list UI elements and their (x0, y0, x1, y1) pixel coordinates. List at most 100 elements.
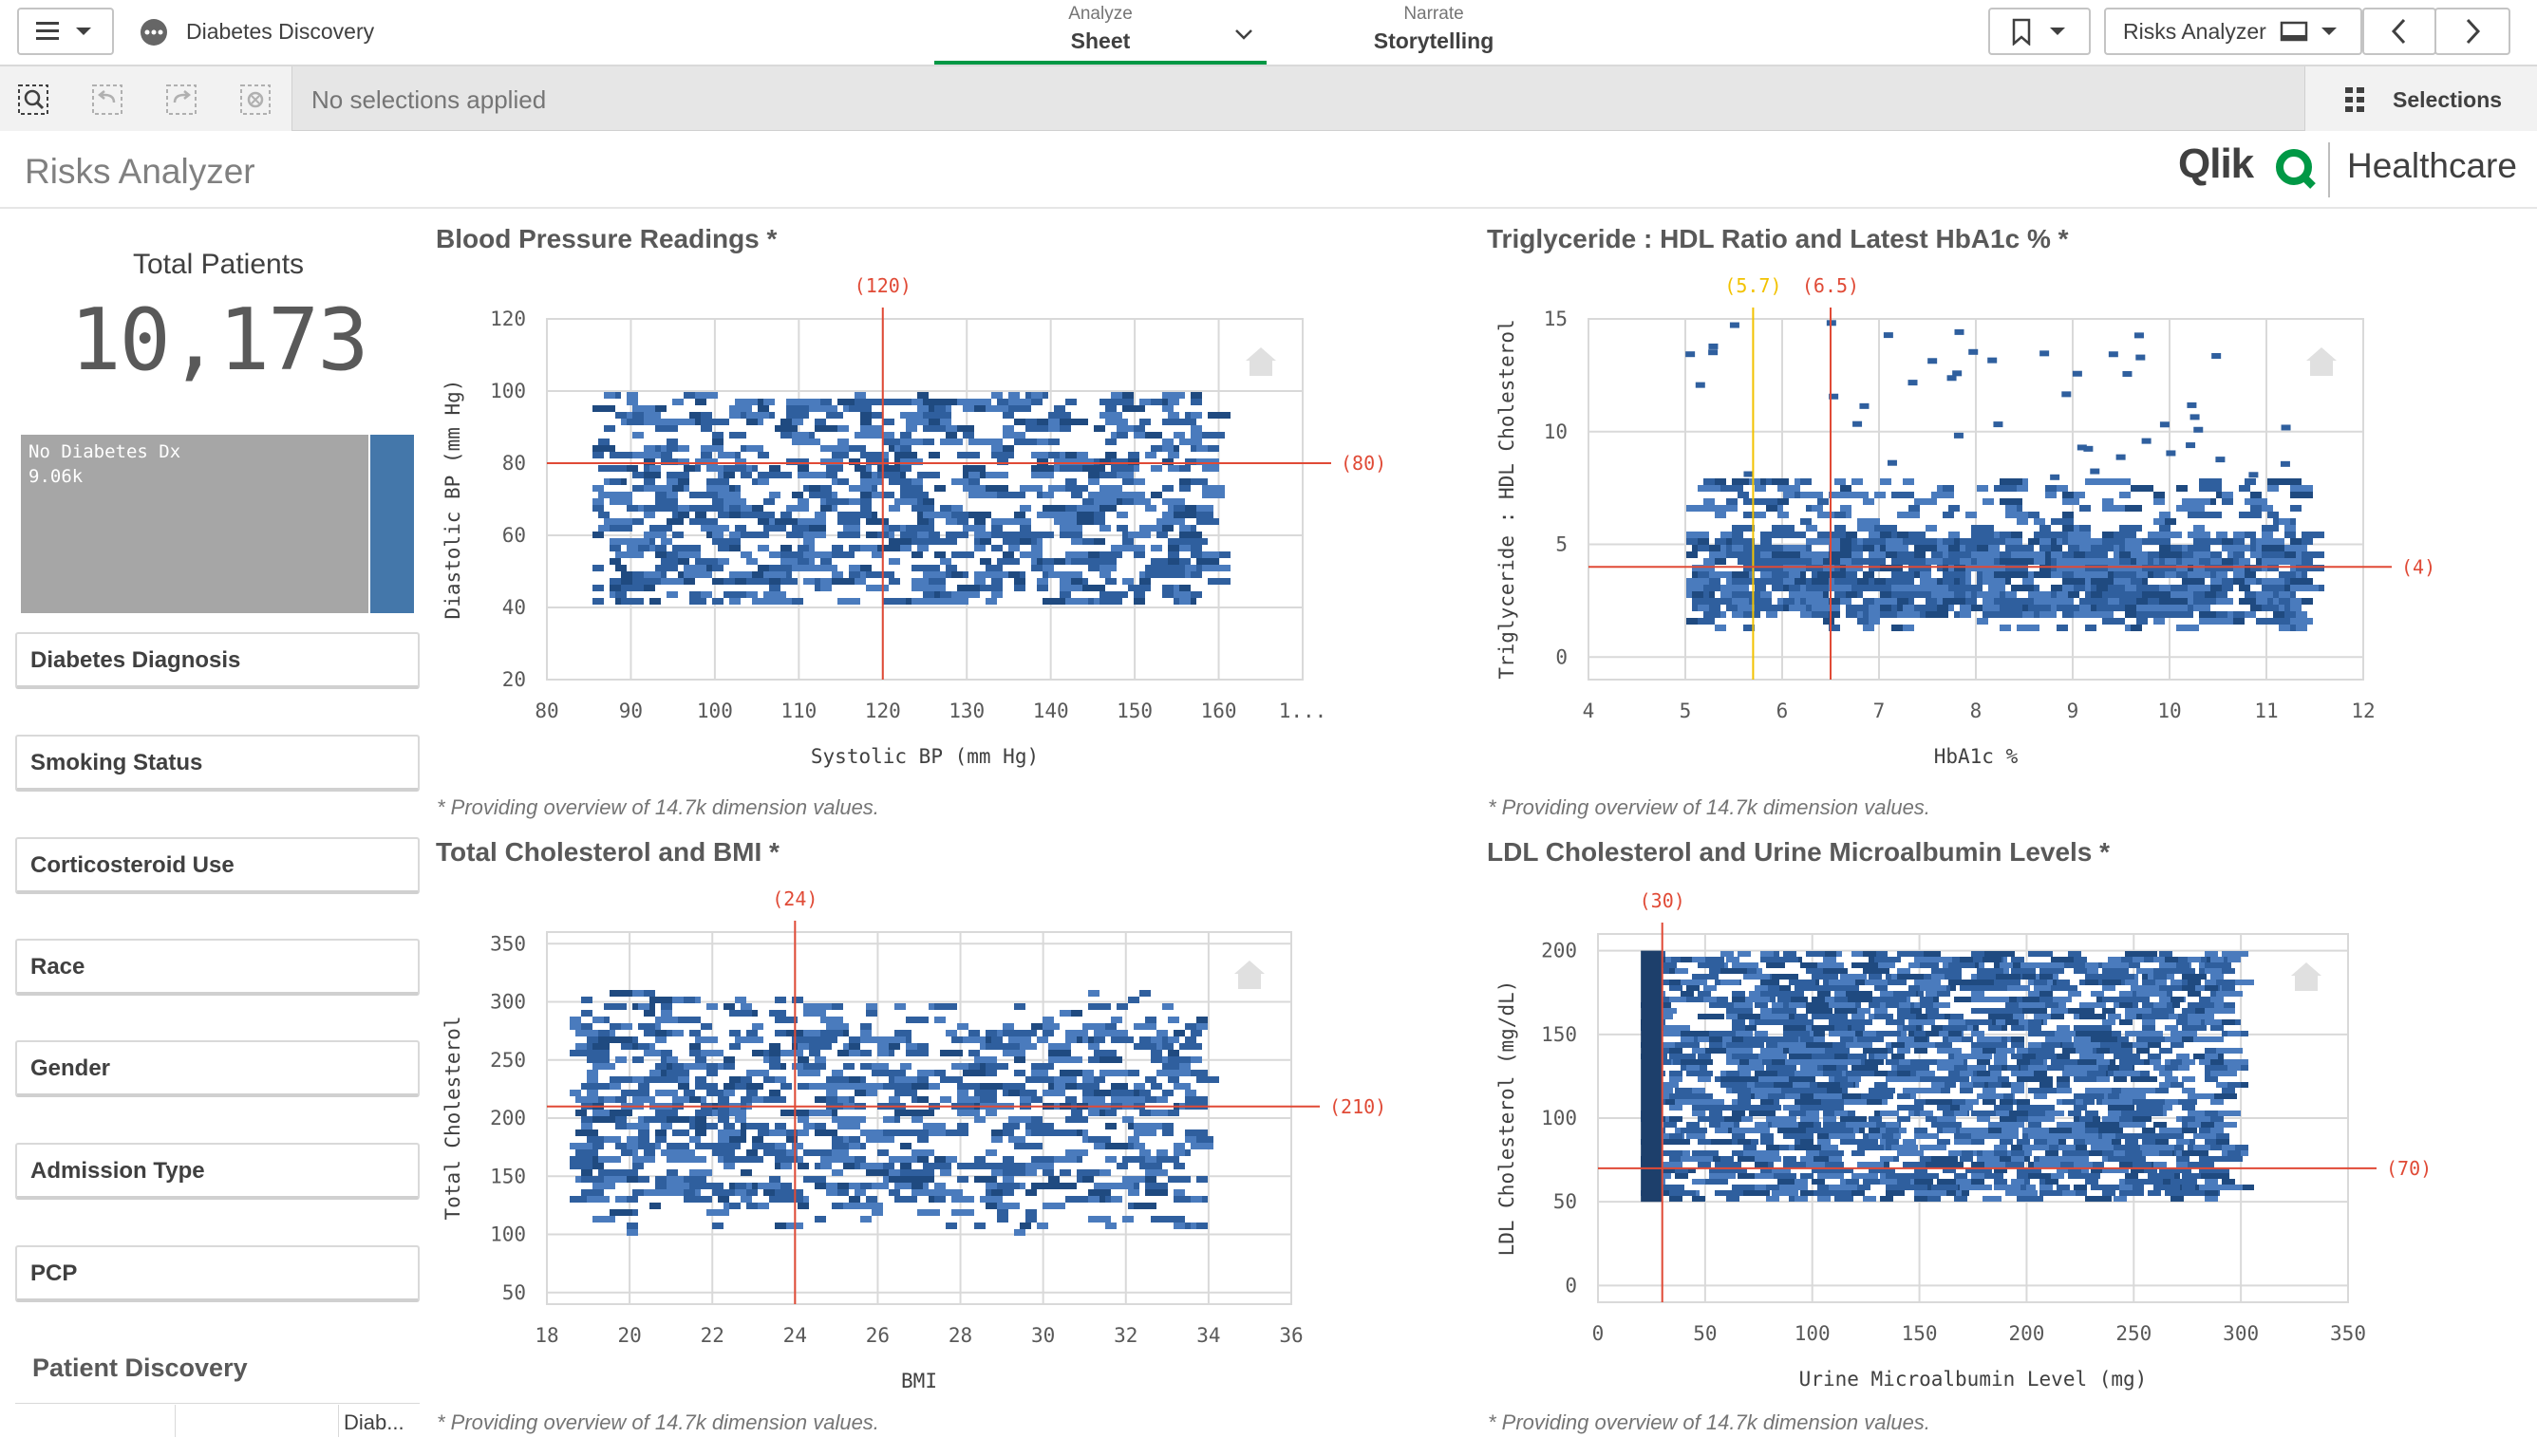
step-forward-icon[interactable] (165, 84, 197, 116)
data-cell (649, 1203, 661, 1209)
table-column-header[interactable]: Diab... (344, 1410, 404, 1434)
data-cell (2188, 512, 2199, 518)
clear-selections-icon[interactable] (239, 84, 272, 116)
sheet-icon (2280, 21, 2337, 42)
data-cell (592, 1163, 604, 1169)
filter-pane[interactable]: Diabetes Diagnosis (15, 632, 420, 689)
data-cell (1191, 432, 1202, 439)
data-cell (695, 1076, 706, 1083)
data-cell (1977, 485, 1988, 492)
data-cell (1014, 1229, 1025, 1236)
data-cell (929, 565, 940, 571)
data-cell (837, 439, 849, 445)
data-cell (598, 492, 621, 498)
filter-pane[interactable]: Corticosteroid Use (15, 837, 420, 894)
filter-pane[interactable]: Race (15, 939, 420, 996)
tab-narrate-storytelling[interactable]: Narrate Storytelling (1272, 0, 1595, 65)
data-cell (1191, 1070, 1202, 1076)
nav-menu-button[interactable] (17, 8, 114, 55)
data-cell (695, 558, 718, 565)
data-cell (826, 1189, 837, 1196)
data-cell (1134, 1143, 1145, 1149)
data-cell (2051, 585, 2062, 591)
data-cell (889, 1189, 900, 1196)
data-cell (775, 1096, 786, 1103)
data-cell (1105, 458, 1128, 465)
data-cell (655, 505, 678, 512)
previous-sheet-button[interactable] (2362, 8, 2436, 55)
data-cell (1043, 1169, 1054, 1176)
data-cell (2135, 354, 2146, 361)
data-cell (667, 591, 678, 598)
data-cell (684, 392, 695, 399)
data-cell (1111, 1196, 1122, 1203)
data-cell (780, 558, 792, 565)
bookmark-icon (2012, 18, 2065, 46)
data-cell (684, 1196, 695, 1203)
data-cell (1168, 545, 1179, 551)
data-cell (1031, 1063, 1054, 1070)
data-cell (712, 578, 724, 585)
filter-pane[interactable]: Admission Type (15, 1143, 420, 1200)
selections-button[interactable]: Selections (2304, 66, 2537, 131)
data-cell (2222, 498, 2233, 505)
data-cell (672, 518, 684, 525)
data-cell (860, 1023, 872, 1030)
treemap-cell-diabetes[interactable] (370, 435, 414, 613)
data-cell (718, 545, 729, 551)
filter-pane[interactable]: Smoking Status (15, 735, 420, 792)
data-cell (815, 419, 826, 425)
data-cell (1088, 551, 1099, 558)
step-back-icon[interactable] (91, 84, 123, 116)
data-cell (957, 1176, 968, 1183)
data-cell (1099, 399, 1122, 405)
data-cell (604, 1096, 615, 1103)
data-cell (934, 538, 957, 545)
data-cell (1111, 1036, 1122, 1043)
data-cell (2280, 460, 2290, 467)
data-cell (1145, 1017, 1156, 1023)
data-cell (963, 1070, 986, 1076)
diabetes-treemap[interactable]: No Diabetes Dx 9.06k (21, 435, 414, 613)
next-sheet-button[interactable] (2434, 8, 2510, 55)
data-cell (917, 1076, 929, 1083)
data-cell (1014, 512, 1025, 518)
data-cell (752, 571, 763, 578)
tab-analyze-sheet[interactable]: Analyze Sheet (934, 0, 1267, 65)
data-cell (1094, 558, 1105, 565)
data-cell (906, 532, 917, 538)
data-cell (581, 1176, 604, 1183)
data-cell (1122, 1176, 1145, 1183)
data-cell (2279, 598, 2290, 605)
smart-search-icon[interactable] (17, 84, 49, 116)
data-cell (655, 1136, 667, 1143)
data-cell (724, 591, 746, 598)
data-cell (615, 565, 627, 571)
bookmarks-button[interactable] (1988, 8, 2091, 55)
data-cell (1943, 485, 1954, 492)
data-cell (1191, 505, 1213, 512)
chevron-down-icon[interactable] (1234, 28, 1253, 42)
data-cell (860, 492, 872, 498)
sheet-selector[interactable]: Risks Analyzer (2104, 8, 2362, 55)
data-cell (1162, 1123, 1174, 1129)
y-tick-label: 5 (1555, 533, 1568, 556)
data-cell (986, 405, 1008, 412)
data-cell (2248, 472, 2259, 478)
data-cell (1082, 1023, 1105, 1030)
data-cell (1082, 585, 1105, 591)
data-cell (1886, 525, 1897, 532)
data-cell (1196, 551, 1219, 558)
app-icon (141, 19, 167, 46)
data-cell (991, 1136, 1003, 1143)
filter-pane[interactable]: PCP (15, 1245, 420, 1302)
data-cell (1105, 419, 1128, 425)
data-cell (2233, 551, 2245, 558)
data-cell (2222, 492, 2233, 498)
filter-pane[interactable]: Gender (15, 1040, 420, 1097)
treemap-cell-no-diabetes[interactable] (21, 435, 368, 613)
data-cell (923, 1123, 934, 1129)
data-cell (792, 525, 815, 532)
data-cell (1077, 505, 1099, 512)
data-cell (695, 492, 718, 498)
